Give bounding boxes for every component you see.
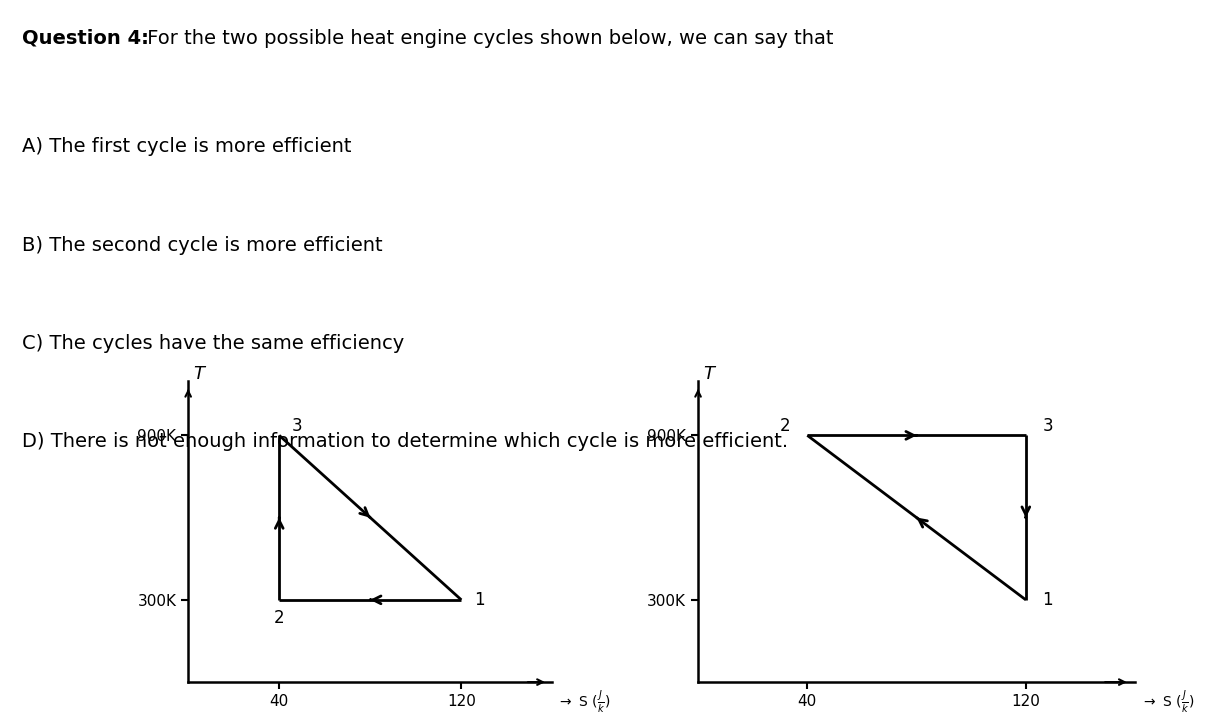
Text: 2: 2 bbox=[781, 416, 790, 435]
Text: C) The cycles have the same efficiency: C) The cycles have the same efficiency bbox=[22, 334, 404, 353]
Text: $\rightarrow$ S ($\frac{J}{k}$): $\rightarrow$ S ($\frac{J}{k}$) bbox=[1140, 689, 1195, 717]
Text: A) The first cycle is more efficient: A) The first cycle is more efficient bbox=[22, 137, 351, 157]
Text: For the two possible heat engine cycles shown below, we can say that: For the two possible heat engine cycles … bbox=[141, 29, 833, 47]
Text: 3: 3 bbox=[1043, 416, 1053, 435]
Text: Question 4:: Question 4: bbox=[22, 29, 149, 47]
Text: 1: 1 bbox=[1043, 591, 1053, 609]
Text: T: T bbox=[193, 365, 204, 383]
Text: 3: 3 bbox=[293, 416, 302, 435]
Text: 2: 2 bbox=[274, 609, 284, 627]
Text: T: T bbox=[703, 365, 715, 383]
Text: 1: 1 bbox=[475, 591, 484, 609]
Text: B) The second cycle is more efficient: B) The second cycle is more efficient bbox=[22, 236, 382, 254]
Text: $\rightarrow$ S ($\frac{J}{k}$): $\rightarrow$ S ($\frac{J}{k}$) bbox=[557, 689, 611, 717]
Text: D) There is not enough information to determine which cycle is more efficient.: D) There is not enough information to de… bbox=[22, 432, 788, 451]
